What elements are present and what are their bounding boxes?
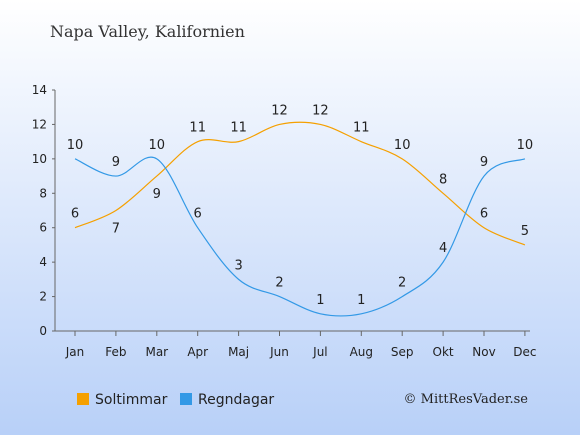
data-label-soltimmar: 7 bbox=[112, 222, 120, 237]
y-tick-label: 2 bbox=[39, 290, 47, 304]
x-tick-label: Apr bbox=[187, 345, 208, 359]
y-tick-label: 6 bbox=[39, 221, 47, 235]
y-tick-label: 14 bbox=[32, 83, 47, 97]
y-tick-label: 4 bbox=[39, 255, 47, 269]
data-label-soltimmar: 5 bbox=[521, 224, 529, 239]
x-tick-label: Sep bbox=[391, 345, 414, 359]
x-tick-label: Maj bbox=[228, 345, 249, 359]
x-tick-label: Dec bbox=[513, 345, 536, 359]
x-tick-label: Mar bbox=[145, 345, 168, 359]
data-label-soltimmar: 6 bbox=[71, 207, 79, 222]
data-label-soltimmar: 11 bbox=[189, 121, 206, 136]
series-line-regndagar bbox=[74, 156, 526, 317]
data-label-regndagar: 1 bbox=[316, 293, 324, 308]
data-label-soltimmar: 11 bbox=[230, 121, 247, 136]
data-label-regndagar: 9 bbox=[480, 155, 488, 170]
data-label-regndagar: 3 bbox=[234, 258, 242, 273]
data-label-regndagar: 10 bbox=[149, 138, 166, 153]
legend-swatch-soltimmar bbox=[77, 393, 89, 405]
credit-text: © MittResVader.se bbox=[404, 392, 529, 407]
data-label-soltimmar: 10 bbox=[394, 138, 411, 153]
data-label-soltimmar: 8 bbox=[439, 172, 447, 187]
x-tick-label: Nov bbox=[472, 345, 495, 359]
legend-swatch-regndagar bbox=[180, 393, 192, 405]
data-label-regndagar: 2 bbox=[275, 276, 283, 291]
data-label-regndagar: 2 bbox=[398, 276, 406, 291]
data-label-soltimmar: 12 bbox=[312, 103, 329, 118]
data-label-regndagar: 9 bbox=[112, 155, 120, 170]
series-lines bbox=[74, 121, 526, 317]
x-tick-label: Jul bbox=[312, 345, 327, 359]
data-label-regndagar: 1 bbox=[357, 293, 365, 308]
x-tick-label: Aug bbox=[350, 345, 373, 359]
y-tick-label: 8 bbox=[39, 186, 47, 200]
data-label-soltimmar: 11 bbox=[353, 121, 370, 136]
data-label-regndagar: 10 bbox=[67, 138, 84, 153]
y-tick-label: 12 bbox=[32, 117, 47, 131]
legend-label-regndagar: Regndagar bbox=[198, 392, 274, 408]
legend-label-soltimmar: Soltimmar bbox=[95, 392, 168, 408]
data-label-soltimmar: 12 bbox=[271, 103, 288, 118]
legend: Soltimmar Regndagar bbox=[77, 392, 274, 408]
data-label-soltimmar: 9 bbox=[153, 187, 161, 202]
y-tick-label: 10 bbox=[32, 152, 47, 166]
data-label-regndagar: 10 bbox=[517, 138, 534, 153]
data-label-soltimmar: 6 bbox=[480, 207, 488, 222]
x-tick-label: Okt bbox=[433, 345, 454, 359]
data-label-regndagar: 4 bbox=[439, 241, 447, 256]
x-tick-label: Jun bbox=[269, 345, 289, 359]
x-tick-label: Feb bbox=[105, 345, 126, 359]
chart-title: Napa Valley, Kalifornien bbox=[50, 22, 245, 41]
data-label-regndagar: 6 bbox=[194, 207, 202, 222]
y-tick-label: 0 bbox=[39, 324, 47, 338]
x-tick-label: Jan bbox=[65, 345, 85, 359]
series-line-soltimmar bbox=[74, 121, 526, 246]
